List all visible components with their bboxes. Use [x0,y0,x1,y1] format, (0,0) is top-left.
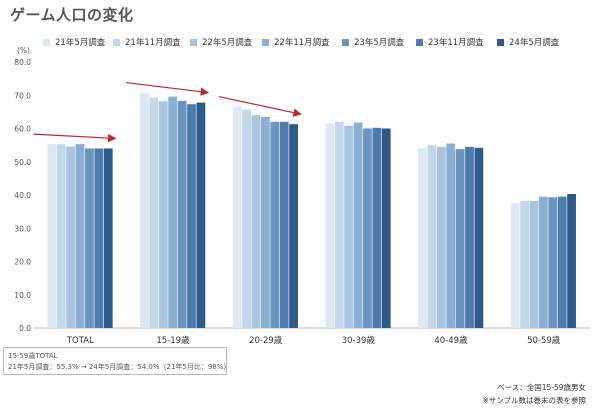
category-label: 15-19歳 [156,335,190,346]
base-line-1: ベース：全国15-59歳男女 [497,383,586,392]
bar [85,148,94,328]
category-label: 30-39歳 [342,335,376,346]
y-tick-label: 40.0 [14,191,31,200]
bar [66,146,76,328]
legend-swatch [497,39,504,46]
bar [474,147,484,328]
bar [56,144,66,328]
bar [465,146,474,328]
y-tick-label: 70.0 [14,91,31,100]
bar [436,146,446,328]
chart-legend: 21年5月調査 21年11月調査 22年5月調査 22年11月調査 23年5月調査 23年… [0,30,600,50]
bar [363,128,372,328]
legend-label: 23年5月調査 [354,38,405,48]
y-tick-label: 50.0 [14,158,31,167]
bar [75,144,85,328]
bar [510,203,520,328]
y-tick-label: 80.0 [14,58,31,67]
y-tick-label: 0.0 [19,324,31,333]
bar [427,145,437,329]
bar [353,122,363,329]
y-tick-label: 20.0 [14,258,31,267]
legend-label: 22年5月調査 [202,38,253,48]
note-line-2: 21年5月調査：55.3% → 24年5月調査：54.0%（21年5月比：98%… [8,363,231,371]
legend-label: 24年5月調査 [509,38,560,48]
legend-swatch [190,39,197,46]
y-tick-label: 10.0 [14,291,31,300]
legend-label: 21年11月調査 [125,38,181,48]
bar [381,128,391,328]
legend-swatch [262,39,269,46]
bar [140,92,149,328]
category-label: 50-59歳 [527,335,561,346]
bar [344,125,354,328]
bar [47,144,57,328]
legend-item: 22年11月調査 [262,36,330,48]
bar [103,148,113,328]
bar [168,96,178,328]
legend-item: 22年5月調査 [190,36,252,48]
y-tick-label: 30.0 [14,224,31,233]
legend-swatch [113,39,120,46]
base-note: ベース：全国15-59歳男女 ※サンプル数は巻末の表を参照 [482,381,586,407]
legend-item: 21年11月調査 [113,36,181,48]
legend-swatch [342,39,349,46]
bar [538,196,548,328]
bar [334,121,344,328]
category-label: TOTAL [66,336,94,346]
bar [446,143,456,328]
bar [520,200,529,328]
legend-label: 22年11月調査 [274,38,330,48]
note-line-1: 15-59歳TOTAL [8,352,58,360]
legend-swatch [416,39,423,46]
legend-item: 24年5月調査 [497,36,559,48]
trend-arrow [33,133,117,143]
legend-label: 23年11月調査 [428,38,484,48]
bar [158,101,168,328]
bar [567,194,576,328]
bar [242,109,251,328]
bar [325,123,335,328]
bar [557,196,567,328]
legend-item: 23年11月調査 [416,36,484,48]
bar [270,121,280,328]
bar [177,100,187,329]
legend-item: 21年5月調査 [43,36,105,48]
bar [187,104,196,328]
bar [279,121,289,328]
legend-label: 21年5月調査 [55,38,106,48]
trend-arrow [218,95,302,117]
category-label: 20-29歳 [249,335,283,346]
chart-title: ゲーム人口の変化 [10,6,134,24]
y-axis-unit: (%) [17,46,30,55]
bar [196,102,206,328]
bar [548,197,558,328]
bar [418,148,427,328]
bar [289,124,298,329]
bar [260,116,270,328]
bar [94,148,104,328]
legend-item: 23年5月調査 [342,36,404,48]
note-box: 15-59歳TOTAL 21年5月調査：55.3% → 24年5月調査：54.0… [3,347,231,375]
legend-swatch [43,39,50,46]
bar [455,149,465,328]
y-tick-label: 60.0 [14,125,31,134]
category-label: 40-49歳 [434,335,468,346]
bar [529,200,539,328]
bar [149,97,159,328]
bar [372,127,382,328]
bar [232,106,242,328]
base-line-2: ※サンプル数は巻末の表を参照 [482,396,586,405]
bar [251,115,261,328]
trend-arrow [126,81,210,96]
